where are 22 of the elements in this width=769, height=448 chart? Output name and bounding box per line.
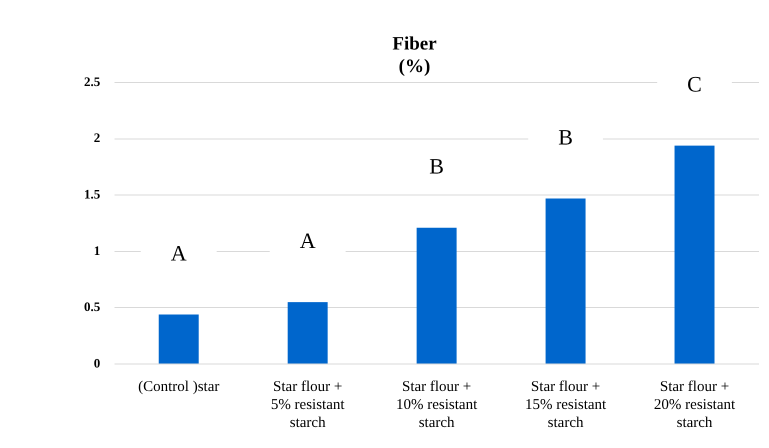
annotation: B bbox=[558, 124, 573, 150]
x-tick-label: Star flour + 15% resistant starch bbox=[524, 378, 608, 431]
bar bbox=[288, 302, 328, 364]
annotation: C bbox=[687, 71, 702, 96]
y-tick-label: 1.5 bbox=[84, 186, 101, 202]
y-tick-label: 0 bbox=[94, 355, 100, 370]
y-tick-label: 2.5 bbox=[84, 74, 101, 89]
x-tick-label: (Control )star bbox=[138, 378, 220, 395]
bar bbox=[546, 198, 586, 364]
annotation: A bbox=[170, 240, 187, 266]
y-tick-label: 0.5 bbox=[84, 299, 101, 314]
y-tick-label: 1 bbox=[94, 242, 100, 258]
x-tick-label: Star flour + 10% resistant starch bbox=[396, 378, 478, 431]
chart-title: Fiber (%) bbox=[392, 33, 438, 78]
annotation: B bbox=[429, 154, 444, 179]
x-tick-label: Star flour + 20% resistant starch bbox=[654, 378, 736, 431]
annotation: A bbox=[300, 228, 316, 253]
bar bbox=[674, 146, 715, 364]
bar bbox=[158, 314, 199, 364]
bar bbox=[416, 228, 457, 364]
y-tick-label: 2 bbox=[94, 130, 100, 146]
x-tick-label: Star flour + 5% resistant starch bbox=[270, 378, 346, 431]
